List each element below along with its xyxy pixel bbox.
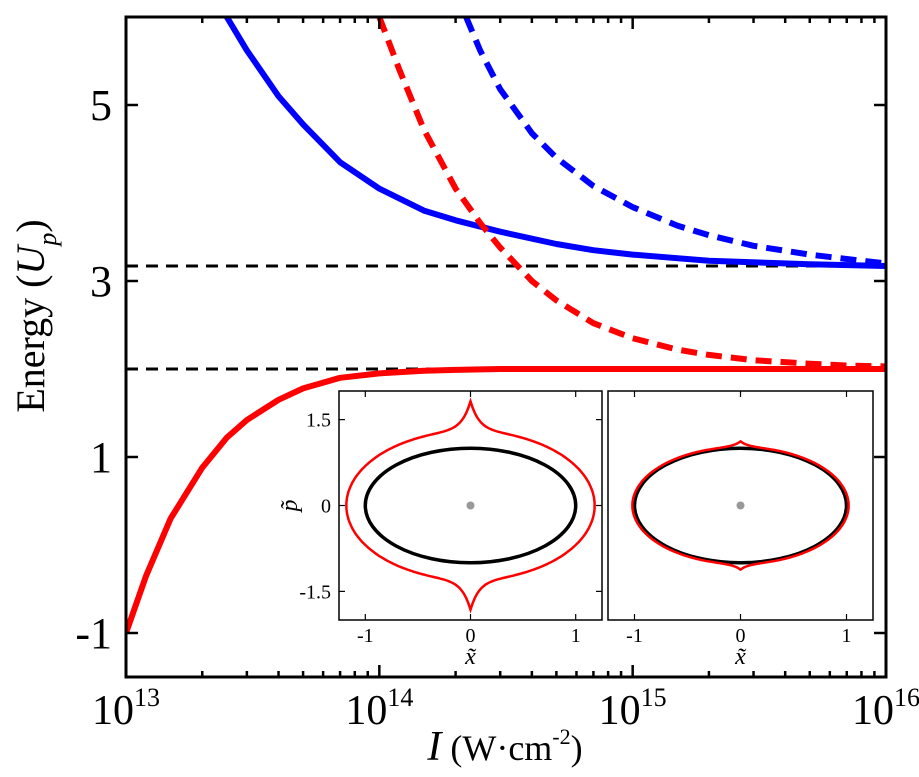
inset-2-x-tick-label-2: 0	[736, 625, 746, 647]
inset-1-series-2	[345, 397, 596, 614]
y-tick-label-1: 5	[90, 81, 112, 130]
x-axis-symbol: I	[426, 724, 443, 770]
x-axis-unit-close: )	[571, 728, 583, 768]
y-tick-label-3: 1	[90, 433, 112, 482]
series-line-2	[463, 17, 886, 267]
inset-2-x-label: x̃	[734, 644, 747, 670]
y-axis-text: Energy (	[8, 275, 53, 413]
inset-1-y-tick-label-3: -1.5	[299, 581, 331, 603]
x-tick-label-1: 1013	[92, 683, 160, 734]
inset-2-series-2	[631, 439, 850, 572]
inset-2-center-point	[736, 501, 745, 510]
inset-2-x-tick-label-1: -1	[626, 625, 643, 647]
inset-1-center-point	[466, 501, 475, 510]
y-axis-close: )	[8, 219, 53, 232]
series-line-1	[224, 17, 886, 269]
inset-1-x-label: x̃	[464, 644, 477, 670]
x-tick-label-2: 1014	[345, 683, 413, 734]
y-tick-label-2: 3	[90, 257, 112, 306]
main-tick-labels: 1013 1014 1015 1016 5 3 1 -1	[75, 81, 919, 734]
x-tick-label-3: 1015	[599, 683, 667, 734]
main-series-group	[126, 17, 886, 634]
inset-1-x-tick-label-3: 1	[571, 625, 581, 647]
inset-left: -1 0 1 1.5 0 -1.5 x̃ p̃	[277, 390, 603, 670]
y-tick-label-4: -1	[75, 609, 112, 658]
y-axis-symbol: U	[8, 243, 53, 275]
inset-1-y-label: p̃	[277, 500, 303, 514]
y-axis-subscript: p	[33, 233, 62, 248]
inset-1-y-tick-label-1: 1.5	[306, 410, 331, 432]
series-line-3	[376, 17, 886, 370]
x-axis-unit: (W·cm	[441, 728, 552, 768]
y-axis-label: Energy (Up)	[8, 219, 62, 412]
x-axis-label: I (W·cm-2)	[426, 724, 582, 770]
main-plot-frame	[124, 15, 888, 679]
inset-1-x-tick-label-1: -1	[357, 625, 374, 647]
inset-1-x-tick-label-2: 0	[466, 625, 476, 647]
x-axis-unit-exponent: -2	[552, 724, 570, 749]
series-line-4	[126, 366, 886, 634]
inset-right: -1 0 1 x̃	[607, 390, 874, 670]
inset-2-series-1	[632, 446, 849, 565]
x-tick-label-4: 1016	[852, 683, 919, 734]
inset-2-x-tick-label-3: 1	[842, 625, 852, 647]
inset-1-y-tick-label-2: 0	[321, 496, 331, 518]
inset-1-series-1	[363, 446, 578, 565]
